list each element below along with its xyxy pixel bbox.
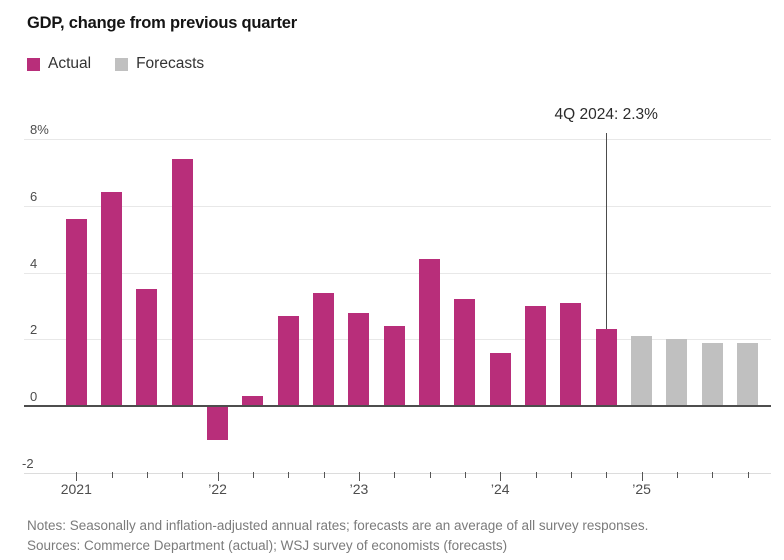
bar-forecasts-3q-2025 bbox=[701, 342, 723, 407]
bar-actual-2q-2022 bbox=[242, 396, 264, 407]
x-axis-tick bbox=[323, 472, 325, 478]
bar-actual-1q-2021 bbox=[65, 219, 87, 407]
zero-line bbox=[24, 405, 771, 408]
x-axis-tick bbox=[570, 472, 572, 478]
legend-label-actual: Actual bbox=[48, 55, 92, 72]
x-axis-tick bbox=[429, 472, 431, 478]
x-axis-tick bbox=[146, 472, 148, 478]
x-axis-tick bbox=[606, 472, 608, 478]
bar-actual-1q-2024 bbox=[489, 352, 511, 407]
bar-actual-3q-2024 bbox=[560, 302, 582, 407]
chart-title: GDP, change from previous quarter bbox=[27, 14, 298, 32]
bar-forecasts-4q-2025 bbox=[737, 342, 759, 407]
x-axis-tick bbox=[712, 472, 714, 478]
bar-actual-4q-2021 bbox=[171, 159, 193, 407]
bar-actual-4q-2024 bbox=[595, 329, 617, 407]
x-axis-year-label: 2021 bbox=[60, 481, 92, 497]
annotation-label: 4Q 2024: 2.3% bbox=[554, 106, 658, 123]
y-axis-label: 4 bbox=[30, 255, 38, 271]
x-axis-tick bbox=[464, 472, 466, 478]
y-axis-label: 2 bbox=[30, 322, 38, 338]
x-axis-year-label: ’24 bbox=[490, 481, 510, 497]
x-axis-tick bbox=[676, 472, 678, 478]
x-axis-tick bbox=[747, 472, 749, 478]
x-axis-year-label: ’22 bbox=[208, 481, 227, 497]
gridline bbox=[24, 139, 771, 140]
bar-actual-2q-2024 bbox=[525, 306, 547, 407]
x-axis-tick bbox=[111, 472, 113, 478]
bar-forecasts-2q-2025 bbox=[666, 339, 688, 407]
x-axis-tick bbox=[535, 472, 537, 478]
gridline bbox=[24, 272, 771, 274]
bar-forecasts-1q-2025 bbox=[631, 336, 653, 407]
actual-swatch-icon bbox=[27, 57, 40, 71]
forecasts-swatch-icon bbox=[115, 57, 129, 71]
notes-line: Notes: Seasonally and inflation-adjusted… bbox=[27, 518, 649, 533]
bar-actual-1q-2022 bbox=[207, 406, 229, 440]
x-axis-tick bbox=[288, 472, 290, 478]
y-axis-label: 6 bbox=[30, 188, 38, 204]
legend-item-forecasts: Forecasts bbox=[115, 55, 204, 73]
x-axis-line bbox=[24, 473, 771, 474]
x-axis-tick bbox=[252, 472, 254, 478]
bar-actual-4q-2022 bbox=[313, 292, 335, 407]
plot-area: 4Q 2024: 2.3% 8% 6 4 2 0 -2 2021 ’22 ’23 ’24 ’25 bbox=[22, 106, 771, 497]
legend-item-actual: Actual bbox=[27, 55, 91, 73]
x-axis-tick bbox=[500, 472, 502, 481]
x-axis-tick bbox=[641, 472, 643, 481]
x-axis-tick bbox=[394, 472, 396, 478]
bar-actual-4q-2023 bbox=[454, 299, 476, 407]
y-axis-label: -2 bbox=[22, 456, 34, 471]
y-axis-label: 0 bbox=[30, 389, 38, 405]
legend-label-forecasts: Forecasts bbox=[136, 55, 205, 72]
x-axis-year-label: ’25 bbox=[632, 481, 651, 497]
footnotes: Notes: Seasonally and inflation-adjusted… bbox=[27, 516, 648, 556]
x-axis-tick bbox=[358, 472, 360, 481]
bar-actual-3q-2022 bbox=[277, 316, 299, 407]
x-axis-tick bbox=[182, 472, 184, 478]
bar-actual-1q-2023 bbox=[348, 312, 370, 407]
x-axis-tick bbox=[76, 472, 78, 481]
legend: Actual Forecasts bbox=[27, 55, 204, 73]
y-axis-label: 8% bbox=[30, 122, 49, 137]
gridline bbox=[24, 205, 771, 207]
bar-actual-3q-2021 bbox=[136, 289, 158, 407]
x-axis-tick bbox=[217, 472, 219, 481]
x-axis-year-label: ’23 bbox=[349, 481, 369, 497]
bar-actual-3q-2023 bbox=[419, 259, 441, 407]
sources-line: Sources: Commerce Department (actual); W… bbox=[27, 538, 508, 553]
bar-actual-2q-2023 bbox=[383, 326, 405, 407]
annotation-line bbox=[606, 133, 608, 330]
bar-actual-2q-2021 bbox=[101, 192, 123, 407]
